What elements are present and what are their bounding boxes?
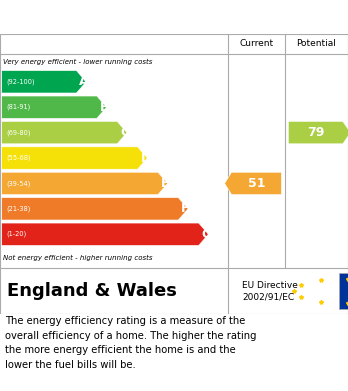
Text: 51: 51 [248,177,265,190]
Text: England & Wales: England & Wales [7,282,177,300]
Text: (81-91): (81-91) [6,104,30,111]
FancyBboxPatch shape [339,273,348,309]
Text: E: E [161,177,169,190]
Polygon shape [2,96,106,118]
Text: Energy Efficiency Rating: Energy Efficiency Rating [9,9,229,25]
Text: B: B [100,101,109,114]
Polygon shape [2,172,168,195]
Text: G: G [201,228,212,241]
Text: Not energy efficient - higher running costs: Not energy efficient - higher running co… [3,255,153,260]
Text: C: C [120,126,129,139]
Polygon shape [2,147,147,169]
Text: D: D [141,152,151,165]
Text: Potential: Potential [296,39,337,48]
Text: A: A [79,75,89,88]
Polygon shape [2,71,86,93]
Text: 79: 79 [307,126,324,139]
Polygon shape [225,172,281,195]
Polygon shape [2,223,208,246]
Text: (39-54): (39-54) [6,180,30,187]
Text: Current: Current [239,39,274,48]
Text: EU Directive
2002/91/EC: EU Directive 2002/91/EC [242,281,298,301]
Text: (69-80): (69-80) [6,129,30,136]
Text: The energy efficiency rating is a measure of the
overall efficiency of a home. T: The energy efficiency rating is a measur… [5,316,257,369]
Text: Very energy efficient - lower running costs: Very energy efficient - lower running co… [3,59,153,65]
Polygon shape [2,198,188,220]
Polygon shape [288,122,348,144]
Text: (92-100): (92-100) [6,79,34,85]
Polygon shape [2,122,127,144]
Text: (1-20): (1-20) [6,231,26,237]
Text: F: F [181,202,190,215]
Text: (21-38): (21-38) [6,206,30,212]
Text: (55-68): (55-68) [6,155,31,161]
